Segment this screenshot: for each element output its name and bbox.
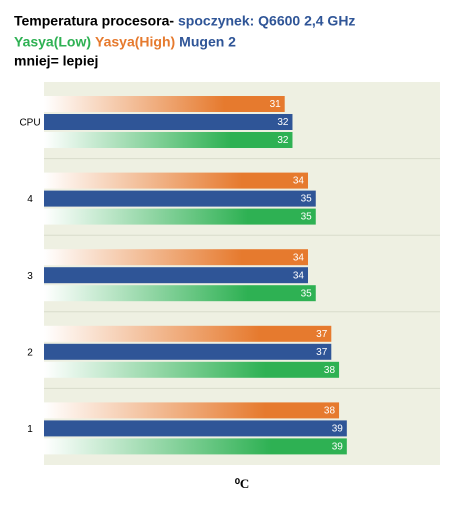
bar (44, 343, 332, 360)
legend-entry: Yasya(Low) (14, 34, 91, 50)
annotation: mniej= lepiej (14, 53, 98, 69)
bar (44, 96, 285, 112)
bar (44, 172, 308, 189)
bar (44, 208, 316, 225)
data-label: 37 (316, 329, 328, 340)
y-tick-label: 3 (27, 271, 33, 282)
bar (44, 249, 308, 266)
data-label: 34 (293, 252, 305, 263)
data-label: 31 (270, 99, 282, 110)
data-label: 37 (316, 347, 328, 358)
data-label: 39 (332, 442, 344, 453)
data-label: 32 (277, 135, 289, 146)
data-label: 35 (301, 194, 313, 205)
data-label: 38 (324, 365, 336, 376)
y-tick-label: 4 (27, 194, 33, 205)
chart-subtitle: spoczynek: Q6600 2,4 GHz (178, 13, 355, 29)
data-label: 32 (277, 117, 289, 128)
y-tick-label: 2 (27, 347, 33, 358)
bar (44, 402, 340, 419)
data-label: 39 (332, 424, 344, 435)
bar (44, 420, 347, 437)
bar (44, 361, 340, 378)
data-label: 34 (293, 176, 305, 187)
bar (44, 325, 332, 342)
bar (44, 190, 316, 207)
bar (44, 285, 316, 302)
data-label: 34 (293, 270, 305, 281)
data-label: 38 (324, 406, 336, 417)
bar (44, 267, 308, 284)
bar (44, 114, 293, 130)
x-axis-label: ⁰C (235, 476, 250, 491)
legend-entry: Mugen 2 (179, 34, 236, 50)
data-label: 35 (301, 288, 313, 299)
y-tick-label: CPU (19, 118, 40, 129)
chart-title: Temperatura procesora- (14, 13, 174, 29)
bar (44, 132, 293, 148)
y-tick-label: 1 (27, 424, 33, 435)
bar (44, 438, 347, 455)
data-label: 35 (301, 212, 313, 223)
legend-entry: Yasya(High) (95, 34, 175, 50)
